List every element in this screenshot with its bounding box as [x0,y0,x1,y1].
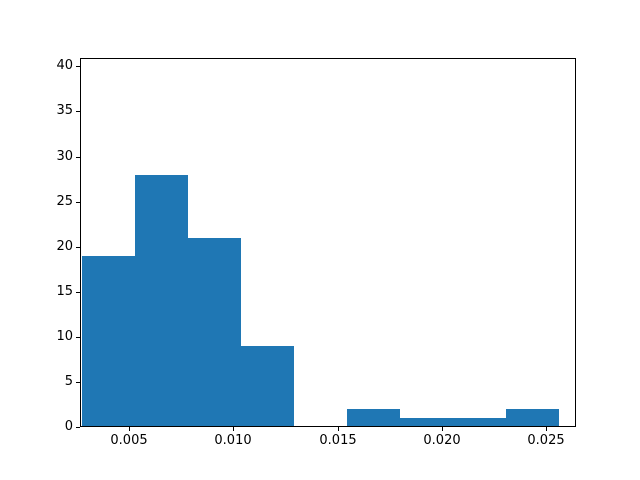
plot-area [80,58,576,427]
histogram-bar [188,238,241,427]
histogram-bar [506,409,559,427]
x-axis-tick [442,427,443,431]
histogram-bar [453,418,506,427]
y-axis-tick [76,292,80,293]
x-axis-tick-label: 0.025 [527,433,565,448]
x-axis-tick-label: 0.005 [110,433,148,448]
x-axis-tick [233,427,234,431]
y-axis-tick [76,427,80,428]
y-axis-tick [76,157,80,158]
histogram-bar [135,175,188,427]
y-axis-tick-label: 10 [56,329,73,344]
y-axis-tick-label: 25 [56,194,73,209]
y-axis-tick-label: 5 [64,374,73,389]
histogram-bar [400,418,453,427]
histogram-bar [241,346,294,427]
y-axis-tick [76,337,80,338]
y-axis-tick [76,382,80,383]
y-axis-tick-label: 15 [56,284,73,299]
histogram-bar [347,409,400,427]
y-axis-tick [76,202,80,203]
y-axis-tick-label: 0 [64,419,73,434]
y-axis-tick [76,111,80,112]
y-axis-tick [76,66,80,67]
x-axis-tick [129,427,130,431]
x-axis-tick-label: 0.020 [423,433,461,448]
x-axis-tick [546,427,547,431]
x-axis-tick-label: 0.010 [214,433,252,448]
x-axis-tick-label: 0.015 [319,433,357,448]
y-axis-tick-label: 40 [56,58,73,73]
y-axis-tick-label: 30 [56,149,73,164]
y-axis-tick [76,247,80,248]
x-axis-tick [338,427,339,431]
y-axis-tick-label: 35 [56,103,73,118]
y-axis-tick-label: 20 [56,239,73,254]
histogram-bar [82,256,135,427]
